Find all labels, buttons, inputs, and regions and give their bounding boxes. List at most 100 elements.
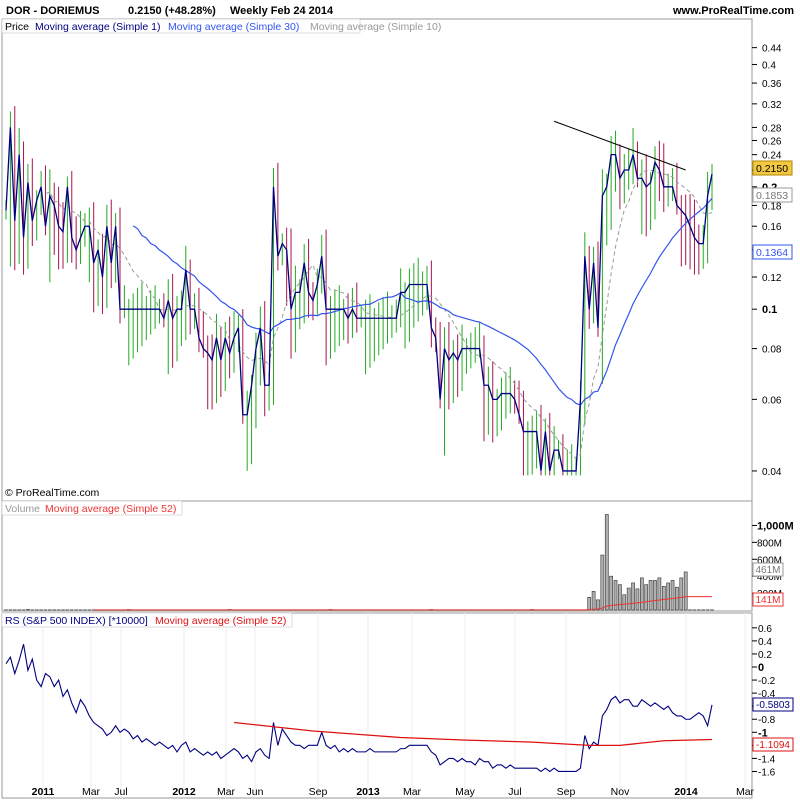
x-tick-label: Mar <box>82 786 101 798</box>
price-badges: 0.2150 0.1853 0.1364 <box>752 160 793 260</box>
badge-ma30: 0.1364 <box>756 247 788 259</box>
volume-bar <box>604 514 609 611</box>
price-panel-frame <box>1 18 753 502</box>
volume-bar <box>661 586 666 611</box>
rs-panel-frame <box>1 612 753 799</box>
rs-line <box>5 644 713 773</box>
price-y-tick-label: 0.26 <box>762 137 782 148</box>
price-y-tick-label: 0.44 <box>762 44 782 55</box>
price-legend: Price Moving average (Simple 1) Moving a… <box>1 18 441 34</box>
legend-volume-ma: Moving average (Simple 52) <box>45 503 176 515</box>
volume-panel-frame <box>1 500 753 612</box>
x-tick-label: 2014 <box>674 786 698 798</box>
trendline[interactable] <box>553 120 686 171</box>
volume-bar <box>613 580 618 611</box>
x-tick-label: Mar <box>217 786 236 798</box>
price-y-tick-label: 0.16 <box>762 222 782 233</box>
volume-y-tick-label: 800M <box>757 538 782 549</box>
price-y-tick-label: 0.28 <box>762 123 782 134</box>
volume-bar <box>591 591 596 611</box>
x-tick-label: May <box>455 786 476 798</box>
legend-ma1: Moving average (Simple 1) <box>35 21 160 33</box>
price-y-tick-label: 0.1 <box>762 304 777 316</box>
site-link[interactable]: www.ProRealTime.com <box>672 5 794 17</box>
price-y-tick-label: 0.04 <box>762 467 782 478</box>
badge-volume-ma: 141M <box>755 595 780 606</box>
legend-ma10: Moving average (Simple 10) <box>310 21 441 33</box>
volume-bar <box>640 577 644 611</box>
badge-ma10: 0.1853 <box>756 190 788 202</box>
price-line <box>5 127 713 472</box>
price-y-tick-label: 0.36 <box>762 79 782 90</box>
price-y-tick-label: 0.12 <box>762 273 782 284</box>
rs-y-tick-label: -1.6 <box>758 767 776 778</box>
badge-rs: -0.5803 <box>756 700 790 711</box>
x-tick-label: Jun <box>247 786 264 798</box>
price-y-tick-label: 0.4 <box>762 60 776 71</box>
badge-volume: 461M <box>755 565 780 576</box>
rs-y-tick-label: 0.6 <box>758 624 772 635</box>
volume-bar <box>587 597 592 611</box>
x-tick-label: Jul <box>508 786 521 798</box>
rs-y-tick-label: 0.4 <box>758 637 772 648</box>
rs-y-tick-label: -0.4 <box>758 689 776 700</box>
volume-legend: Volume Moving average (Simple 52) <box>1 500 183 516</box>
rs-y-tick-label: 0.2 <box>758 650 772 661</box>
chart-symbol: DOR - DORIEMUS <box>6 5 100 17</box>
volume-bar <box>596 599 600 611</box>
price-y-tick-label: 0.32 <box>762 100 782 111</box>
volume-badges: 461M 141M <box>752 562 784 607</box>
price-y-tick-label: 0.08 <box>762 345 782 356</box>
volume-bar <box>626 587 631 611</box>
x-tick-label: Sep <box>309 786 328 798</box>
volume-bar <box>644 584 649 611</box>
badge-last-price: 0.2150 <box>756 163 788 175</box>
x-tick-label: Nov <box>611 786 630 798</box>
volume-bar <box>609 575 613 611</box>
rs-ma-line <box>233 721 713 747</box>
price-y-tick-label: 0.18 <box>762 201 782 212</box>
chart-period-date: Weekly Feb 24 2014 <box>230 5 334 17</box>
volume-bar <box>600 554 605 611</box>
volume-bar <box>670 580 675 611</box>
x-tick-label: 2013 <box>356 786 380 798</box>
x-tick-label: 2011 <box>32 786 55 798</box>
price-y-tick-label: 0.24 <box>762 151 782 162</box>
volume-bar <box>683 571 688 611</box>
badge-rs-ma: -1.1094 <box>756 740 790 751</box>
volume-y-tick-label: 1,000M <box>757 520 794 532</box>
x-tick-label: Jul <box>114 786 127 798</box>
chart-price-change: 0.2150 (+48.28%) <box>128 5 216 17</box>
rs-y-tick-label: -1.4 <box>758 754 776 765</box>
x-tick-label: Mar <box>736 786 755 798</box>
x-tick-label: Mar <box>403 786 422 798</box>
volume-bar <box>622 594 627 611</box>
x-tick-label: 2012 <box>172 786 196 798</box>
rs-y-tick-label: 0 <box>758 662 764 674</box>
legend-volume: Volume <box>5 503 40 515</box>
volume-bar <box>631 582 635 611</box>
rs-legend: RS (S&P 500 INDEX) [*10000] Moving avera… <box>1 612 293 628</box>
price-y-tick-label: 0.06 <box>762 395 782 406</box>
legend-rs: RS (S&P 500 INDEX) [*10000] <box>5 615 148 627</box>
ma10-line <box>45 169 713 459</box>
volume-y-tick-label: 600M <box>757 555 782 566</box>
volume-bar <box>666 582 670 611</box>
volume-bar <box>653 580 657 611</box>
volume-bar <box>635 588 640 611</box>
volume-bar <box>618 584 622 611</box>
volume-bar <box>26 609 30 611</box>
x-tick-label: Sep <box>557 786 576 798</box>
legend-ma30: Moving average (Simple 30) <box>168 21 299 33</box>
copyright: © ProRealTime.com <box>5 487 100 499</box>
rs-y-tick-label: -0.8 <box>758 715 776 726</box>
volume-ma-line <box>93 596 712 611</box>
legend-price: Price <box>5 21 29 33</box>
legend-rs-ma: Moving average (Simple 52) <box>155 615 286 627</box>
volume-bar <box>679 577 684 611</box>
rs-y-tick-label: -1 <box>758 727 768 739</box>
rs-badges: -0.5803 -1.1094 <box>752 697 794 752</box>
ma30-line <box>132 197 713 406</box>
volume-y-tick-label: 400M <box>757 572 782 583</box>
